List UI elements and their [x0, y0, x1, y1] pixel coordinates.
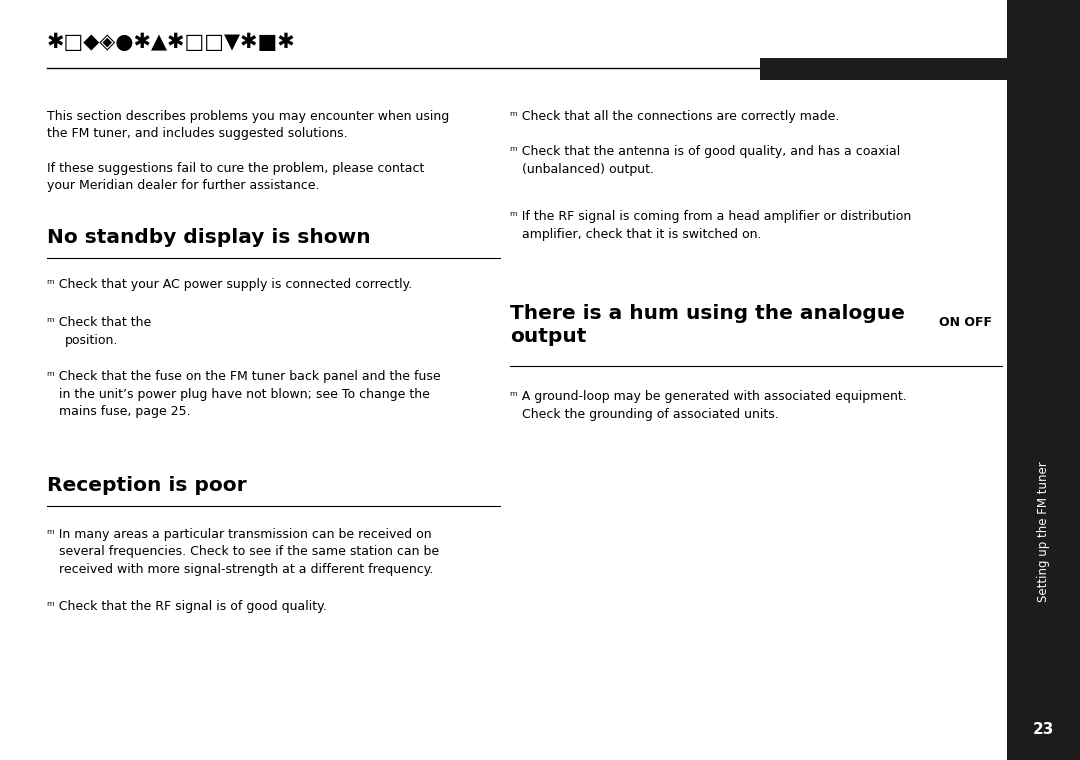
- Text: Setting up the FM tuner: Setting up the FM tuner: [1037, 461, 1050, 603]
- Text: ᵐ In many areas a particular transmission can be received on
   several frequenc: ᵐ In many areas a particular transmissio…: [48, 528, 440, 576]
- Text: ᵐ Check that the: ᵐ Check that the: [48, 316, 156, 329]
- Text: ᵐ Check that the RF signal is of good quality.: ᵐ Check that the RF signal is of good qu…: [48, 600, 327, 613]
- Text: ᵐ Check that the fuse on the FM tuner back panel and the fuse
   in the unit’s p: ᵐ Check that the fuse on the FM tuner ba…: [48, 370, 441, 418]
- Text: ᵐ If the RF signal is coming from a head amplifier or distribution
   amplifier,: ᵐ If the RF signal is coming from a head…: [510, 210, 912, 240]
- Text: This section describes problems you may encounter when using
the FM tuner, and i: This section describes problems you may …: [48, 110, 449, 141]
- Bar: [760, 58, 1007, 80]
- Text: If these suggestions fail to cure the problem, please contact
your Meridian deal: If these suggestions fail to cure the pr…: [48, 162, 424, 192]
- Text: ᵐ Check that your AC power supply is connected correctly.: ᵐ Check that your AC power supply is con…: [48, 278, 413, 291]
- Text: ✱□◆◈●✱▲✱□□▼✱■✱: ✱□◆◈●✱▲✱□□▼✱■✱: [48, 32, 296, 52]
- Text: There is a hum using the analogue
output: There is a hum using the analogue output: [510, 304, 905, 347]
- Text: position.: position.: [65, 334, 119, 347]
- Text: ᵐ Check that the antenna is of good quality, and has a coaxial
   (unbalanced) o: ᵐ Check that the antenna is of good qual…: [510, 145, 901, 176]
- Text: ON OFF: ON OFF: [940, 316, 993, 329]
- Text: Reception is poor: Reception is poor: [48, 476, 246, 495]
- Text: 23: 23: [1032, 722, 1054, 737]
- Bar: [1007, 0, 1080, 760]
- Text: ᵐ Check that all the connections are correctly made.: ᵐ Check that all the connections are cor…: [510, 110, 839, 123]
- Text: ᵐ A ground-loop may be generated with associated equipment.
   Check the groundi: ᵐ A ground-loop may be generated with as…: [510, 390, 907, 420]
- Text: No standby display is shown: No standby display is shown: [48, 228, 370, 247]
